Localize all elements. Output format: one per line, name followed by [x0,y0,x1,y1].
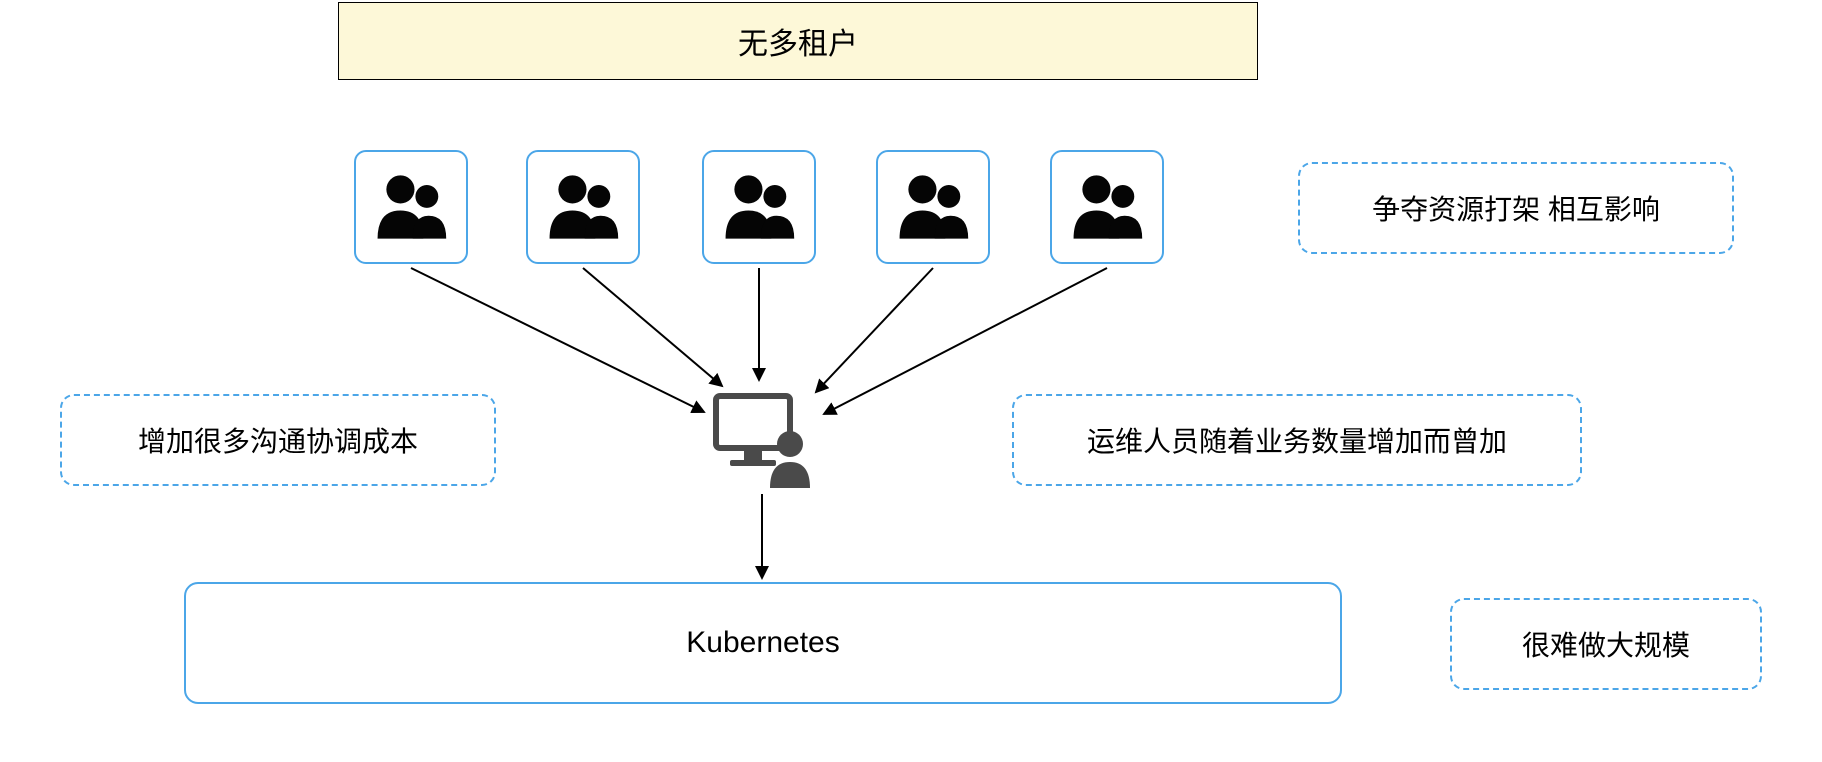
users-icon [715,163,803,251]
user-group-4 [876,150,990,264]
note-communication-cost: 增加很多沟通协调成本 [60,394,496,486]
user-group-2 [526,150,640,264]
users-icon [1063,163,1151,251]
users-icon [539,163,627,251]
title-label: 无多租户 [738,19,858,63]
user-group-3 [702,150,816,264]
note-resource-conflict: 争夺资源打架 相互影响 [1298,162,1734,254]
diagram-canvas: 无多租户 [0,0,1822,762]
arrow-user4 [816,268,933,392]
arrow-user5 [824,268,1107,414]
note-label: 争夺资源打架 相互影响 [1372,188,1660,228]
user-group-1 [354,150,468,264]
user-group-5 [1050,150,1164,264]
kubernetes-box: Kubernetes [184,582,1342,704]
users-icon [367,163,455,251]
arrow-user1 [411,268,704,412]
note-label: 增加很多沟通协调成本 [138,420,418,460]
title-box: 无多租户 [338,2,1258,80]
arrow-user2 [583,268,722,386]
kubernetes-label: Kubernetes [686,626,839,660]
ops-person-icon [710,388,814,488]
users-icon [889,163,977,251]
note-label: 运维人员随着业务数量增加而曾加 [1087,420,1507,460]
note-ops-personnel: 运维人员随着业务数量增加而曾加 [1012,394,1582,486]
note-label: 很难做大规模 [1522,624,1690,664]
note-hard-to-scale: 很难做大规模 [1450,598,1762,690]
